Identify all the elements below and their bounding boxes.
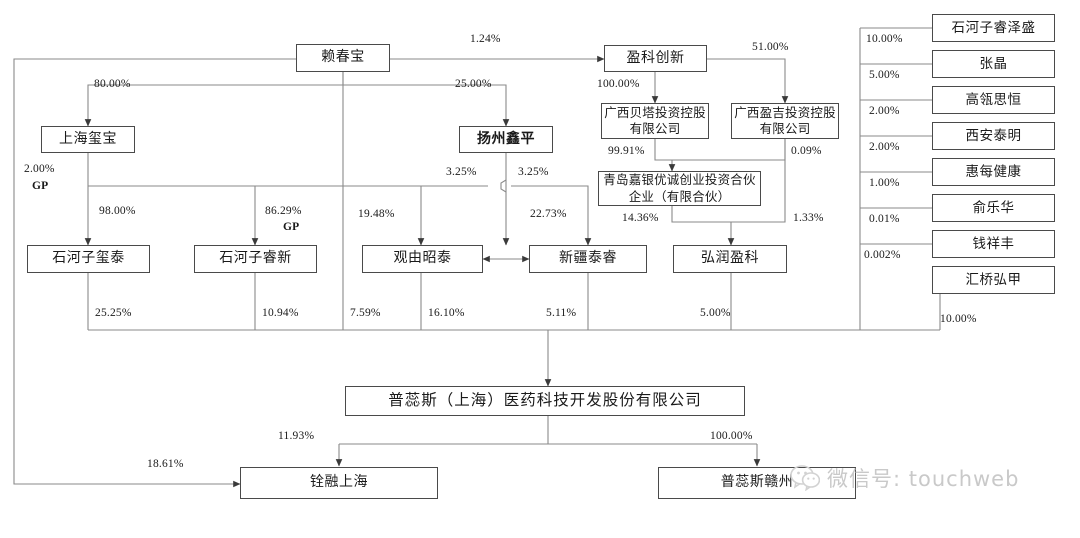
label-right-0: 10.00%	[866, 33, 903, 45]
node-yingke-chuangxin[interactable]: 盈科创新	[604, 45, 707, 72]
node-hongrun-yingke[interactable]: 弘润盈科	[673, 245, 787, 273]
label-yingji-to-hongrun: 1.33%	[793, 212, 824, 224]
label-right-4: 1.00%	[869, 177, 900, 189]
label-ruixin-gp: GP	[283, 221, 300, 233]
label-lai-to-xinping: 25.00%	[455, 78, 492, 90]
label-to-xinjiang: 22.73%	[530, 208, 567, 220]
label-yingji-to-jiayin: 0.09%	[791, 145, 822, 157]
wechat-icon	[790, 465, 821, 492]
label-guanyou-to-main: 16.10%	[428, 307, 465, 319]
node-right-1[interactable]: 张晶	[932, 50, 1055, 78]
node-right-3[interactable]: 西安泰明	[932, 122, 1055, 150]
label-right-6: 0.002%	[864, 249, 901, 261]
label-main-to-ganzhou: 100.00%	[710, 430, 753, 442]
label-right-5: 0.01%	[869, 213, 900, 225]
label-right-2: 2.00%	[869, 105, 900, 117]
node-right-2[interactable]: 高瓴思恒	[932, 86, 1055, 114]
label-lai-to-main: 7.59%	[350, 307, 381, 319]
node-right-6[interactable]: 钱祥丰	[932, 230, 1055, 258]
label-xinping-right: 3.25%	[518, 166, 549, 178]
label-beita-to-jiayin: 99.91%	[608, 145, 645, 157]
watermark-text: 微信号: touchweb	[827, 467, 1020, 491]
label-yingke-to-beita: 100.00%	[597, 78, 640, 90]
node-guangxi-beita[interactable]: 广西贝塔投资控股有限公司	[601, 103, 709, 139]
node-purui-ganzhou[interactable]: 普蕊斯赣州	[658, 467, 856, 499]
label-xinping-left: 3.25%	[446, 166, 477, 178]
node-lai-chun-bao[interactable]: 赖春宝	[296, 44, 390, 72]
node-shihezi-ruixin[interactable]: 石河子睿新	[194, 245, 317, 273]
node-quanrong-shanghai[interactable]: 铨融上海	[240, 467, 438, 499]
watermark: 微信号: touchweb	[790, 463, 1019, 493]
label-xibao-to-ruixin: 86.29%	[265, 205, 302, 217]
node-right-0[interactable]: 石河子睿泽盛	[932, 14, 1055, 42]
label-jiayin-to-hongrun: 14.36%	[622, 212, 659, 224]
label-xibao-to-xitai: 98.00%	[99, 205, 136, 217]
label-right-1: 5.00%	[869, 69, 900, 81]
label-xinjiang-to-main: 5.11%	[546, 307, 577, 319]
node-yangzhou-xinping[interactable]: 扬州鑫平	[459, 126, 553, 153]
node-main-company[interactable]: 普蕊斯（上海）医药科技开发股份有限公司	[345, 386, 745, 416]
node-right-7[interactable]: 汇桥弘甲	[932, 266, 1055, 294]
node-shanghai-xibao[interactable]: 上海玺宝	[41, 126, 135, 153]
label-lai-to-xibao: 80.00%	[94, 78, 131, 90]
node-right-5[interactable]: 俞乐华	[932, 194, 1055, 222]
label-xibao-gp-percent: 2.00%	[24, 163, 55, 175]
label-hongrun-to-main: 5.00%	[700, 307, 731, 319]
node-guangxi-yingji[interactable]: 广西盈吉投资控股有限公司	[731, 103, 839, 139]
node-shihezi-xitai[interactable]: 石河子玺泰	[27, 245, 150, 273]
label-yingke-to-yingji: 51.00%	[752, 41, 789, 53]
label-right-3: 2.00%	[869, 141, 900, 153]
node-xinjiang-tairui[interactable]: 新疆泰睿	[529, 245, 647, 273]
label-lai-to-yingke: 1.24%	[470, 33, 501, 45]
label-xibao-gp: GP	[32, 180, 49, 192]
label-rightcol-to-main: 10.00%	[940, 313, 977, 325]
label-main-to-quanrong: 11.93%	[278, 430, 315, 442]
node-right-4[interactable]: 惠每健康	[932, 158, 1055, 186]
label-lai-to-quanrong: 18.61%	[147, 458, 184, 470]
label-ruixin-to-main: 10.94%	[262, 307, 299, 319]
label-to-guanyou: 19.48%	[358, 208, 395, 220]
node-qingdao-jiayin[interactable]: 青岛嘉银优诚创业投资合伙企业（有限合伙）	[598, 171, 761, 206]
label-xitai-to-main: 25.25%	[95, 307, 132, 319]
node-guanyou-zhaotai[interactable]: 观由昭泰	[362, 245, 483, 273]
